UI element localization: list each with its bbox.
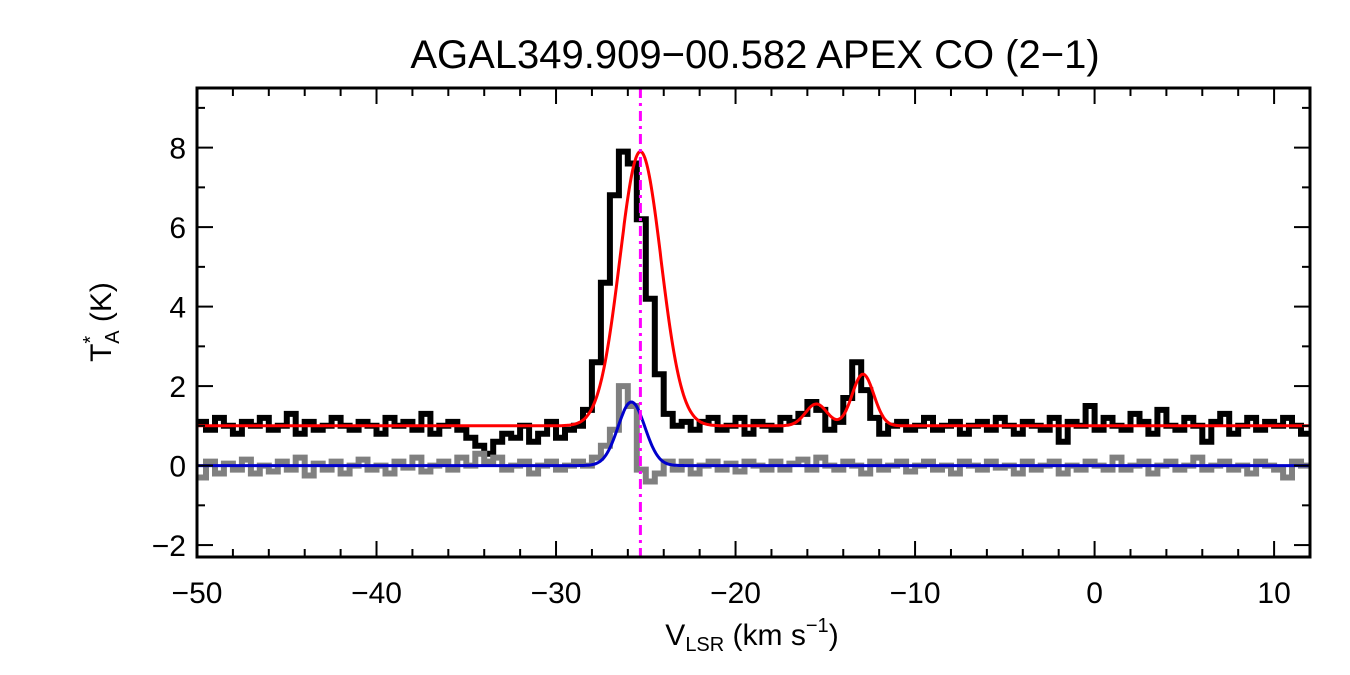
plot-frame (195, 86, 1312, 559)
y-tick-label: 2 (169, 371, 186, 404)
series-layer (197, 148, 1310, 485)
x-tick-label: −30 (531, 577, 582, 610)
x-tick-label: 10 (1257, 577, 1290, 610)
component-fit-curve (197, 400, 1310, 468)
x-axis-label: VLSR (km s−1) (665, 615, 838, 656)
x-tick-label: −40 (351, 577, 402, 610)
y-tick-label: 0 (169, 451, 186, 484)
y-tick-label: 8 (169, 133, 186, 166)
x-tick-label: −50 (172, 577, 223, 610)
x-tick-label: 0 (1086, 577, 1103, 610)
x-tick-label: −20 (710, 577, 761, 610)
chart-title: AGAL349.909−00.582 APEX CO (2−1) (410, 33, 1099, 77)
y-axis-label: T*A (K) (80, 282, 124, 362)
x-tick-label: −10 (890, 577, 941, 610)
y-tick-label: −2 (152, 530, 186, 563)
y-tick-label: 4 (169, 292, 186, 325)
y-tick-label: 6 (169, 212, 186, 245)
observed-spectrum (197, 148, 1310, 457)
gaussian-fit-curve (197, 150, 1310, 428)
